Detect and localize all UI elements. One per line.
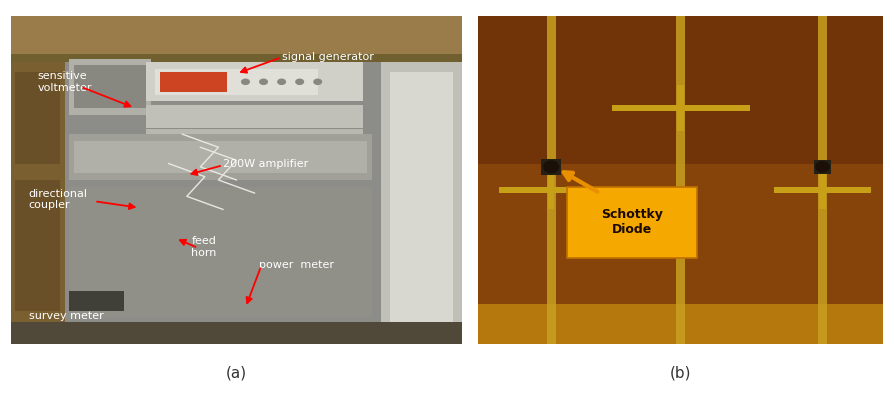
Circle shape [313, 79, 322, 85]
Bar [74, 65, 147, 108]
Bar [15, 180, 61, 311]
Bar [70, 59, 151, 115]
Bar [390, 72, 453, 327]
Bar [478, 16, 883, 164]
Bar [774, 187, 871, 193]
Text: (b): (b) [670, 365, 692, 380]
Bar [156, 69, 317, 95]
Bar [70, 291, 123, 311]
Bar [11, 16, 462, 56]
Bar [672, 209, 689, 223]
Bar [11, 322, 462, 344]
Bar [819, 170, 826, 209]
Bar [568, 187, 697, 258]
Bar [381, 56, 462, 344]
Circle shape [543, 160, 560, 173]
Text: signal generator: signal generator [282, 52, 374, 62]
Text: power  meter: power meter [259, 260, 334, 270]
Bar [814, 160, 831, 174]
Text: sensitive
voltmeter: sensitive voltmeter [38, 71, 92, 92]
Circle shape [241, 79, 250, 85]
Bar [547, 16, 556, 344]
Bar [70, 187, 372, 317]
Bar [677, 16, 685, 344]
Bar [160, 72, 227, 92]
Bar [11, 56, 65, 344]
Circle shape [277, 79, 286, 85]
Bar [15, 72, 61, 164]
Text: Schottky
Diode: Schottky Diode [602, 209, 663, 236]
Text: feed
horn: feed horn [191, 236, 216, 258]
Bar [548, 170, 554, 209]
Bar [147, 129, 363, 151]
Bar [478, 164, 883, 344]
Bar [542, 159, 561, 175]
Text: (a): (a) [226, 365, 247, 380]
Text: survey meter: survey meter [29, 311, 104, 321]
Bar [11, 54, 462, 62]
Bar [499, 187, 603, 193]
Bar [611, 105, 750, 111]
Circle shape [259, 79, 268, 85]
Bar [74, 141, 367, 173]
Bar [147, 105, 363, 128]
Circle shape [815, 161, 830, 173]
Bar [478, 304, 883, 344]
Text: 200W amplifier: 200W amplifier [223, 159, 308, 169]
Bar [147, 62, 363, 101]
Bar [677, 85, 685, 131]
Bar [65, 56, 381, 344]
Bar [478, 16, 883, 304]
Bar [818, 16, 827, 344]
Circle shape [673, 210, 688, 222]
Circle shape [295, 79, 304, 85]
Bar [70, 134, 372, 180]
Text: directional
coupler: directional coupler [29, 189, 88, 210]
